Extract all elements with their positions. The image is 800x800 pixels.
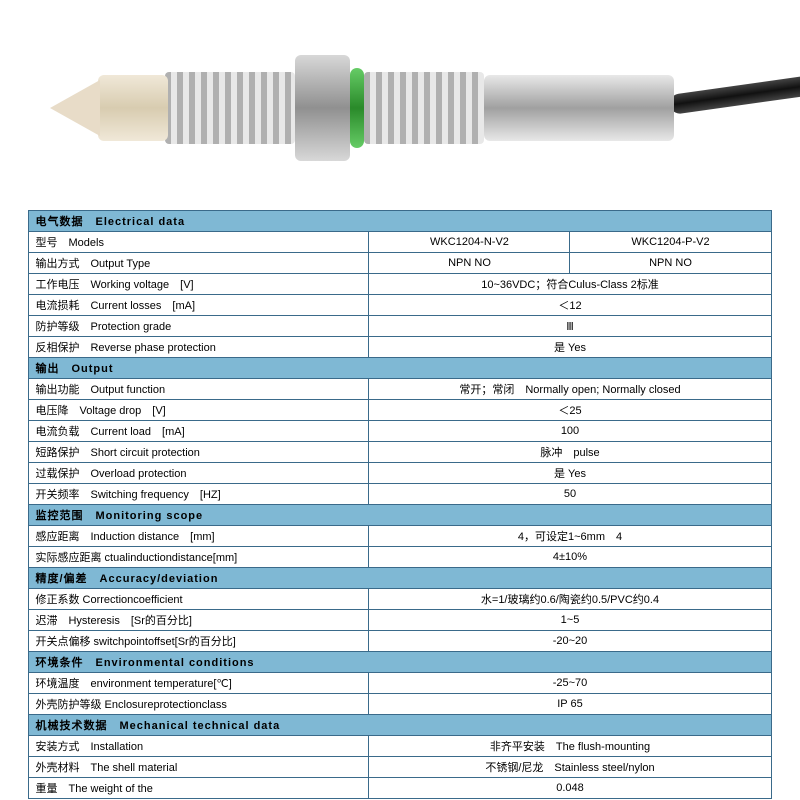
row-voltage-drop: 电压降 Voltage drop [V] ＜25 (29, 400, 771, 421)
label: 电流负载 Current load [mA] (29, 421, 369, 442)
value: 常开；常闭 Normally open; Normally closed (369, 379, 771, 400)
section-cn: 机械技术数据 (35, 720, 107, 732)
value: 水=1/玻璃约0.6/陶瓷约0.5/PVC约0.4 (369, 589, 771, 610)
row-weight: 重量 The weight of the 0.048 (29, 778, 771, 799)
section-monitoring: 监控范围 Monitoring scope (29, 505, 771, 526)
label: 输出功能 Output function (29, 379, 369, 400)
label: 型号 Models (29, 232, 369, 253)
section-accuracy: 精度/偏差 Accuracy/deviation (29, 568, 771, 589)
row-output-function: 输出功能 Output function 常开；常闭 Normally open… (29, 379, 771, 400)
label: 开关频率 Switching frequency [HZ] (29, 484, 369, 505)
value-1: NPN NO (369, 253, 570, 274)
value: -25~70 (369, 673, 771, 694)
label: 外壳材料 The shell material (29, 757, 369, 778)
label: 过载保护 Overload protection (29, 463, 369, 484)
value: 是 Yes (369, 463, 771, 484)
label: 开关点偏移 switchpointoffset[Sr的百分比] (29, 631, 369, 652)
value: 1~5 (369, 610, 771, 631)
value: 50 (369, 484, 771, 505)
row-actual-induction: 实际感应距离 ctualinductiondistance[mm] 4±10% (29, 547, 771, 568)
label: 短路保护 Short circuit protection (29, 442, 369, 463)
row-working-voltage: 工作电压 Working voltage [V] 10~36VDC；符合Culu… (29, 274, 771, 295)
value-2: WKC1204-P-V2 (570, 232, 771, 253)
value: 10~36VDC；符合Culus-Class 2标准 (369, 274, 771, 295)
value: 4±10% (369, 547, 771, 568)
row-protection-grade: 防护等级 Protection grade Ⅲ (29, 316, 771, 337)
row-current-losses: 电流损耗 Current losses [mA] ＜12 (29, 295, 771, 316)
section-cn: 环境条件 (35, 657, 83, 669)
row-switching-freq: 开关频率 Switching frequency [HZ] 50 (29, 484, 771, 505)
section-en: Electrical data (95, 216, 185, 228)
row-induction-dist: 感应距离 Induction distance [mm] 4，可设定1~6mm … (29, 526, 771, 547)
label: 修正系数 Correctioncoefficient (29, 589, 369, 610)
value-2: NPN NO (570, 253, 771, 274)
row-installation: 安装方式 Installation 非齐平安装 The flush-mounti… (29, 736, 771, 757)
label: 感应距离 Induction distance [mm] (29, 526, 369, 547)
value-1: WKC1204-N-V2 (369, 232, 570, 253)
section-en: Mechanical technical data (119, 720, 280, 732)
label: 防护等级 Protection grade (29, 316, 369, 337)
section-en: Environmental conditions (95, 657, 254, 669)
label: 环境温度 environment temperature[℃] (29, 673, 369, 694)
row-env-temp: 环境温度 environment temperature[℃] -25~70 (29, 673, 771, 694)
label: 安装方式 Installation (29, 736, 369, 757)
label: 输出方式 Output Type (29, 253, 369, 274)
section-cn: 精度/偏差 (35, 573, 87, 585)
value: 4，可设定1~6mm 4 (369, 526, 771, 547)
row-models: 型号 Models WKC1204-N-V2 WKC1204-P-V2 (29, 232, 771, 253)
section-env: 环境条件 Environmental conditions (29, 652, 771, 673)
value: ＜12 (369, 295, 771, 316)
section-en: Monitoring scope (95, 510, 203, 522)
value: Ⅲ (369, 316, 771, 337)
label: 反相保护 Reverse phase protection (29, 337, 369, 358)
label: 实际感应距离 ctualinductiondistance[mm] (29, 547, 369, 568)
section-cn: 电气数据 (35, 216, 83, 228)
section-output: 输出 Output (29, 358, 771, 379)
value: 0.048 (369, 778, 771, 799)
section-electrical: 电气数据 Electrical data (29, 211, 771, 232)
section-cn: 输出 (35, 363, 59, 375)
label: 外壳防护等级 Enclosureprotectionclass (29, 694, 369, 715)
row-current-load: 电流负载 Current load [mA] 100 (29, 421, 771, 442)
value: 脉冲 pulse (369, 442, 771, 463)
section-en: Output (71, 363, 113, 375)
value: 非齐平安装 The flush-mounting (369, 736, 771, 757)
row-short-circuit: 短路保护 Short circuit protection 脉冲 pulse (29, 442, 771, 463)
section-mech: 机械技术数据 Mechanical technical data (29, 715, 771, 736)
value: 是 Yes (369, 337, 771, 358)
section-en: Accuracy/deviation (100, 573, 219, 585)
value: 不锈钢/尼龙 Stainless steel/nylon (369, 757, 771, 778)
value: ＜25 (369, 400, 771, 421)
row-hysteresis: 迟滞 Hysteresis [Sr的百分比] 1~5 (29, 610, 771, 631)
label: 重量 The weight of the (29, 778, 369, 799)
label: 工作电压 Working voltage [V] (29, 274, 369, 295)
row-reverse-phase: 反相保护 Reverse phase protection 是 Yes (29, 337, 771, 358)
sensor-illustration (50, 40, 770, 170)
row-enclosure: 外壳防护等级 Enclosureprotectionclass IP 65 (29, 694, 771, 715)
label: 电流损耗 Current losses [mA] (29, 295, 369, 316)
value: IP 65 (369, 694, 771, 715)
row-output-type: 输出方式 Output Type NPN NO NPN NO (29, 253, 771, 274)
label: 电压降 Voltage drop [V] (29, 400, 369, 421)
row-switchpoint: 开关点偏移 switchpointoffset[Sr的百分比] -20~20 (29, 631, 771, 652)
value: -20~20 (369, 631, 771, 652)
row-correction: 修正系数 Correctioncoefficient 水=1/玻璃约0.6/陶瓷… (29, 589, 771, 610)
spec-table: 电气数据 Electrical data 型号 Models WKC1204-N… (28, 210, 771, 799)
section-cn: 监控范围 (35, 510, 83, 522)
row-shell-material: 外壳材料 The shell material 不锈钢/尼龙 Stainless… (29, 757, 771, 778)
value: 100 (369, 421, 771, 442)
label: 迟滞 Hysteresis [Sr的百分比] (29, 610, 369, 631)
row-overload: 过载保护 Overload protection 是 Yes (29, 463, 771, 484)
product-image (0, 0, 800, 210)
